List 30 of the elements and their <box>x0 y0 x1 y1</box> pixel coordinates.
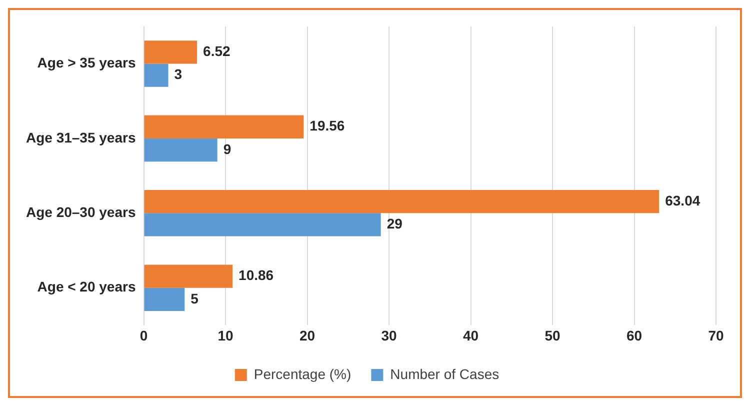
data-label: 19.56 <box>310 118 345 134</box>
x-tick-label: 10 <box>218 327 234 344</box>
y-tick-label: Age 20–30 years <box>26 204 136 220</box>
data-label: 5 <box>190 290 199 306</box>
x-tick-label: 60 <box>626 327 642 344</box>
data-label: 3 <box>174 66 182 82</box>
bar <box>144 213 381 236</box>
bar <box>144 288 185 312</box>
x-tick-label: 50 <box>544 327 560 344</box>
data-label: 29 <box>386 216 403 232</box>
x-tick-label: 20 <box>299 327 316 344</box>
bar <box>144 190 660 214</box>
y-tick-label: Age > 35 years <box>37 54 136 71</box>
data-label: 10.86 <box>238 267 274 284</box>
x-tick-label: 30 <box>381 327 397 344</box>
bar <box>144 115 304 138</box>
bar <box>144 138 218 162</box>
x-tick-label: 40 <box>462 327 479 344</box>
x-tick-label: 0 <box>140 327 148 344</box>
data-label: 9 <box>223 140 232 157</box>
bar <box>144 64 168 87</box>
x-tick-label: 70 <box>708 327 724 344</box>
y-tick-label: Age < 20 years <box>37 278 136 295</box>
data-label: 63.04 <box>665 192 700 208</box>
legend-label: Number of Cases <box>390 366 500 382</box>
legend-label: Percentage (%) <box>254 366 352 382</box>
bar <box>144 264 233 288</box>
bar <box>144 40 198 64</box>
y-tick-label: Age 31–35 years <box>26 129 136 146</box>
data-label: 6.52 <box>203 43 231 60</box>
